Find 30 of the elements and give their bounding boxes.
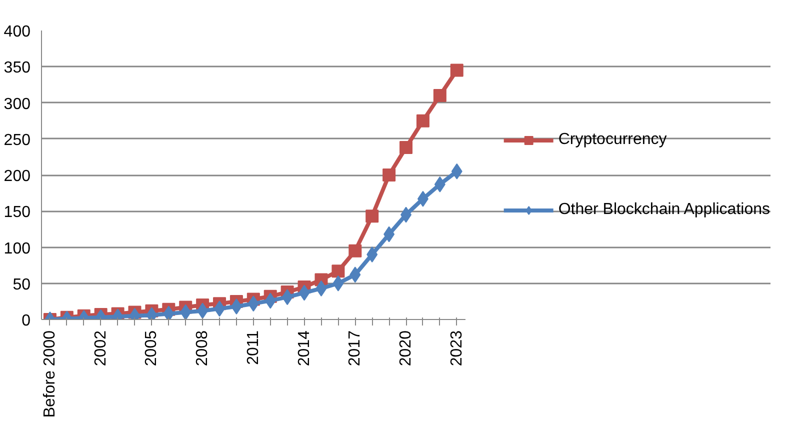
y-tick-label: 100 bbox=[4, 240, 31, 258]
y-tick-label: 200 bbox=[4, 168, 31, 185]
y-tick-label: 50 bbox=[12, 276, 31, 294]
y-tick-label: 0 bbox=[22, 312, 31, 330]
point bbox=[400, 141, 412, 154]
x-tick-label: 2005 bbox=[143, 330, 160, 366]
point bbox=[332, 264, 345, 278]
y-tick-label: 300 bbox=[4, 96, 31, 113]
y-tick-label: 400 bbox=[4, 24, 31, 40]
point bbox=[348, 244, 362, 258]
x-tick-label: 2014 bbox=[296, 330, 313, 366]
x-tick-label: 2023 bbox=[448, 330, 466, 366]
x-tick-label: 2008 bbox=[194, 330, 212, 366]
legend-label: Other Blockchain Applications bbox=[558, 200, 770, 218]
point bbox=[366, 210, 379, 223]
legend-label: Cryptocurrency bbox=[558, 130, 667, 148]
point bbox=[416, 114, 430, 128]
y-tick-label: 150 bbox=[4, 204, 31, 222]
x-tick-label: 2011 bbox=[244, 330, 262, 365]
point bbox=[180, 304, 192, 320]
x-tick-label: Before 2000 bbox=[41, 330, 58, 418]
y-tick-label: 350 bbox=[4, 60, 31, 77]
y-tick-label: 250 bbox=[4, 132, 31, 149]
x-tick-label: 2002 bbox=[92, 330, 110, 366]
point bbox=[450, 64, 464, 77]
x-tick-label: 2020 bbox=[398, 330, 414, 366]
point bbox=[163, 306, 174, 320]
point bbox=[433, 89, 446, 102]
x-tick-label: 2017 bbox=[346, 330, 364, 366]
point bbox=[382, 168, 396, 182]
